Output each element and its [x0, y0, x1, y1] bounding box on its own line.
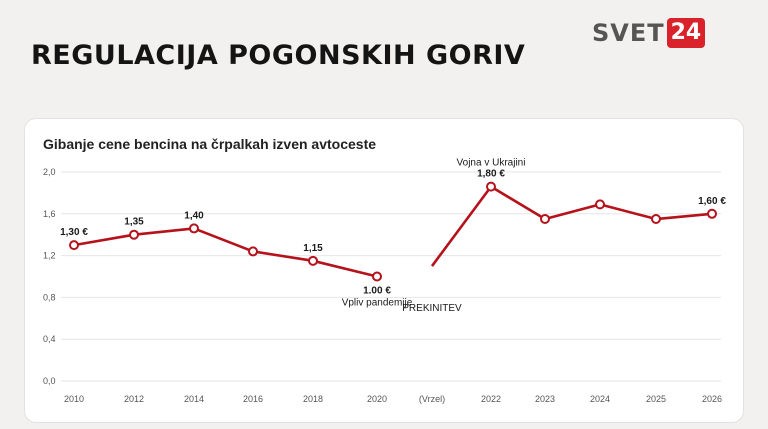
logo-badge: 24: [666, 18, 706, 48]
y-tick-label: 0,0: [43, 376, 56, 386]
data-label: 1,40: [184, 210, 204, 221]
x-tick-label: 2023: [535, 394, 555, 404]
x-tick-label: 2010: [64, 394, 84, 404]
chart-card: Gibanje cene bencina na črpalkah izven a…: [24, 118, 744, 423]
x-tick-label: 2026: [702, 394, 722, 404]
y-tick-label: 1,6: [43, 209, 56, 219]
y-tick-label: 0,8: [43, 292, 56, 302]
x-tick-label: 2024: [590, 394, 610, 404]
logo-word: SVET: [592, 19, 665, 47]
data-label: 1,80 €: [477, 169, 505, 180]
data-label: 1,35: [124, 217, 144, 228]
data-point: [248, 246, 258, 257]
data-label: 1,30 €: [60, 227, 88, 238]
x-tick-label: 2012: [124, 394, 144, 404]
annotation: Vojna v Ukrajini: [457, 158, 526, 169]
data-point: [129, 229, 139, 240]
y-tick-label: 1,2: [43, 251, 56, 261]
data-point: [189, 223, 199, 234]
data-point: [707, 208, 717, 219]
x-tick-label: 2014: [184, 394, 204, 404]
data-point: [69, 240, 79, 251]
series-line: [73, 227, 378, 278]
x-tick-label: (Vrzel): [419, 394, 445, 404]
data-point: [372, 271, 382, 282]
data-label: 1.00 €: [363, 286, 391, 297]
data-point: [651, 214, 661, 225]
x-tick-label: 2020: [367, 394, 387, 404]
x-tick-label: 2018: [303, 394, 323, 404]
data-point: [308, 255, 318, 266]
data-label: 1,60 €: [698, 196, 726, 207]
data-point: [595, 199, 605, 210]
line-chart: 0,0 0,4 0,8 1,2 1,6 2,0 2010 2012 2014 2016 2018 20…: [43, 158, 726, 404]
y-tick-label: 0,4: [43, 334, 56, 344]
gap-connector-line: [430, 185, 493, 267]
page-headline: REGULACIJA POGONSKIH GORIV: [31, 40, 526, 71]
y-tick-label: 2,0: [43, 167, 56, 177]
annotation: Vpliv pandemije: [342, 298, 413, 309]
data-point: [540, 214, 550, 225]
chart-title: Gibanje cene bencina na črpalkah izven a…: [43, 136, 377, 152]
svet24-logo: SVET 24: [592, 16, 706, 50]
data-label: 1,15: [303, 243, 323, 254]
data-point: [486, 181, 496, 192]
x-tick-label: 2022: [481, 394, 501, 404]
annotation: PREKINITEV: [402, 303, 462, 314]
x-tick-label: 2016: [243, 394, 263, 404]
x-tick-label: 2025: [646, 394, 666, 404]
